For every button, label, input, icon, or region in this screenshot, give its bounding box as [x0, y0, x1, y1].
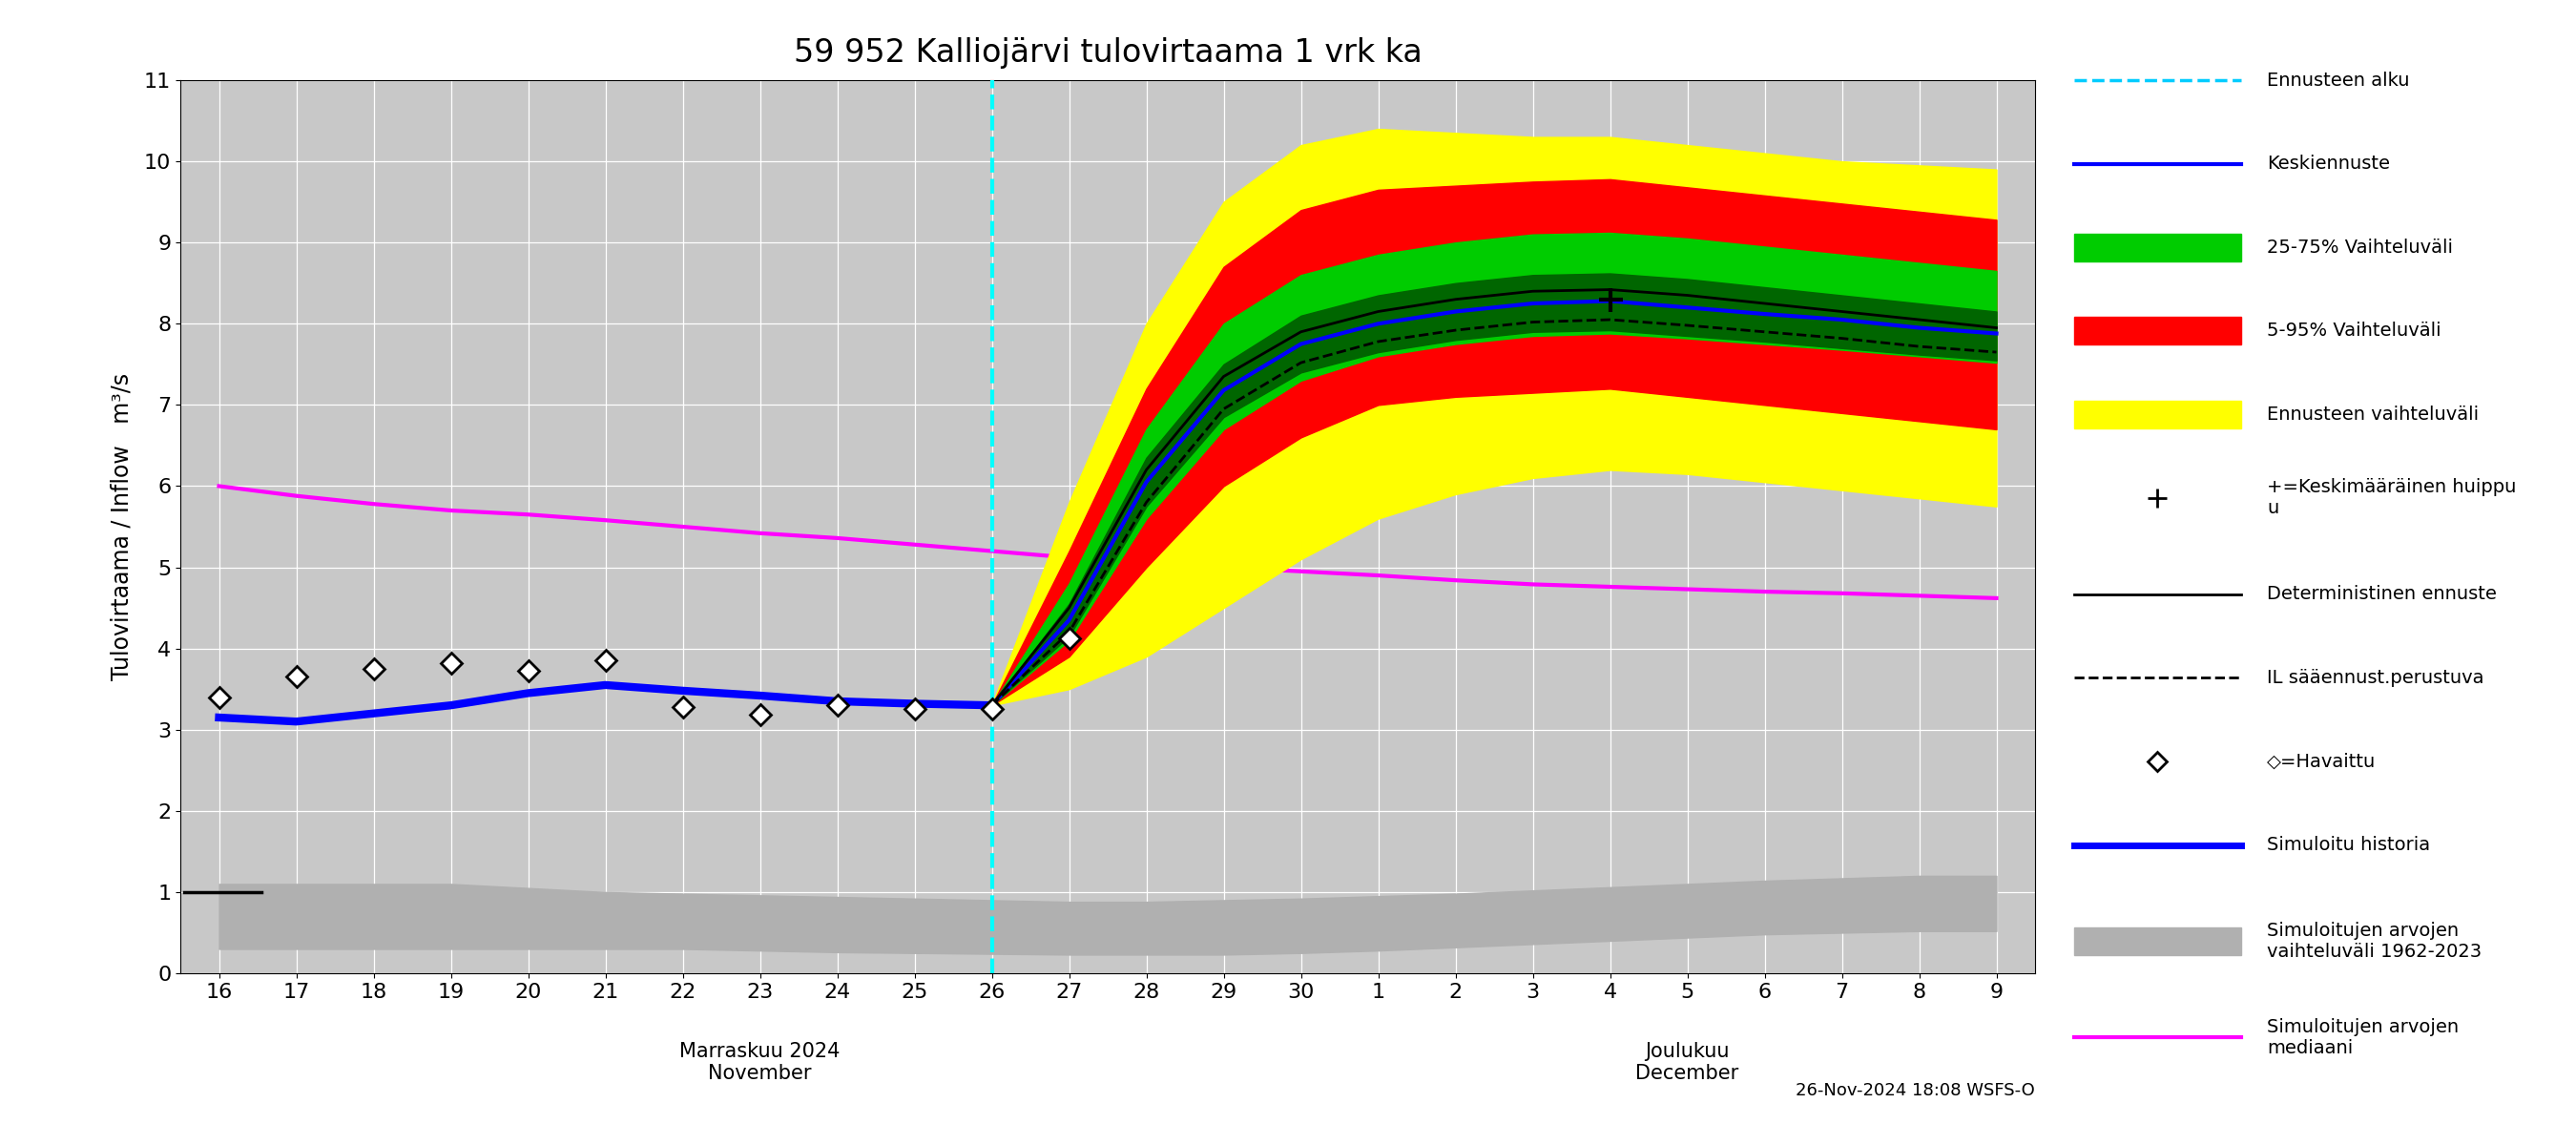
Text: Ennusteen alku: Ennusteen alku [2267, 71, 2409, 89]
Text: Deterministinen ennuste: Deterministinen ennuste [2267, 585, 2496, 603]
Y-axis label: Tulovirtaama / Inflow   m³/s: Tulovirtaama / Inflow m³/s [111, 373, 134, 680]
Text: 26-Nov-2024 18:08 WSFS-O: 26-Nov-2024 18:08 WSFS-O [1795, 1082, 2035, 1099]
Text: Simuloitu historia: Simuloitu historia [2267, 836, 2429, 854]
Text: 25-75% Vaihteluväli: 25-75% Vaihteluväli [2267, 238, 2452, 256]
Text: Joulukuu
December: Joulukuu December [1636, 1042, 1739, 1083]
Text: +=Keskimääräinen huippu
u: +=Keskimääräinen huippu u [2267, 479, 2517, 518]
Title: 59 952 Kalliojärvi tulovirtaama 1 vrk ka: 59 952 Kalliojärvi tulovirtaama 1 vrk ka [793, 37, 1422, 69]
Text: Simuloitujen arvojen
mediaani: Simuloitujen arvojen mediaani [2267, 1018, 2458, 1057]
Text: Simuloitujen arvojen
vaihteluväli 1962-2023: Simuloitujen arvojen vaihteluväli 1962-2… [2267, 922, 2481, 961]
Text: Ennusteen vaihteluväli: Ennusteen vaihteluväli [2267, 405, 2478, 424]
Text: ◇=Havaittu: ◇=Havaittu [2267, 752, 2375, 771]
Text: 5-95% Vaihteluväli: 5-95% Vaihteluväli [2267, 322, 2442, 340]
Text: IL sääennust.perustuva: IL sääennust.perustuva [2267, 669, 2483, 687]
Text: Keskiennuste: Keskiennuste [2267, 155, 2391, 173]
Text: Marraskuu 2024
November: Marraskuu 2024 November [680, 1042, 840, 1083]
